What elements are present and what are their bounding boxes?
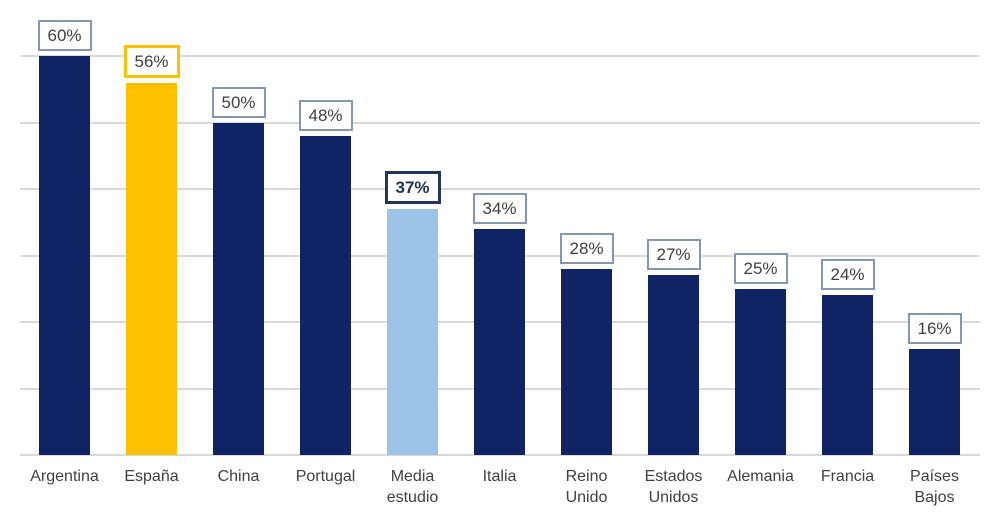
category-label: Argentina <box>17 466 112 487</box>
category-label-line: Francia <box>820 468 875 485</box>
x-axis-line <box>20 454 980 456</box>
bar-value-label: 16% <box>907 312 962 344</box>
category-label-line: Media <box>390 468 435 485</box>
category-label-line: estudio <box>386 489 439 506</box>
bar-media-estudio <box>387 208 438 455</box>
category-label: Francia <box>800 466 895 487</box>
category-label: España <box>104 466 199 487</box>
bar-reino-unido <box>561 268 612 455</box>
bar-value-label: 27% <box>646 239 701 271</box>
bar-china <box>213 122 264 455</box>
gridline <box>20 121 980 124</box>
bar-francia <box>822 295 873 455</box>
bar-portugal <box>300 135 351 455</box>
category-label-line: Italia <box>482 468 517 485</box>
category-label-line: Unido <box>565 489 608 506</box>
bar-value-label: 50% <box>211 86 266 118</box>
category-label: Portugal <box>278 466 373 487</box>
category-label-line: Estados <box>644 468 703 485</box>
category-label: Estados Unidos <box>626 466 721 508</box>
bar-españa <box>126 82 177 455</box>
category-label-line: Alemania <box>727 468 794 485</box>
category-label: China <box>191 466 286 487</box>
bar-estados-unidos <box>648 275 699 455</box>
bar-value-label: 34% <box>472 192 527 224</box>
bar-value-label: 60% <box>37 20 92 51</box>
bar-value-label: 28% <box>559 232 614 264</box>
category-label-line: Reino <box>565 468 608 485</box>
bar-argentina <box>39 56 90 455</box>
category-label: Alemania <box>713 466 808 487</box>
category-label: Media estudio <box>365 466 460 508</box>
category-label-line: España <box>124 468 179 485</box>
bar-países-bajos <box>909 348 960 455</box>
bar-value-label: 56% <box>123 44 180 78</box>
category-label-line: Portugal <box>295 468 356 485</box>
category-label: Reino Unido <box>539 466 634 508</box>
category-label: Países Bajos <box>887 466 982 508</box>
category-label-line: Argentina <box>30 468 99 485</box>
gridline <box>20 188 980 190</box>
bar-value-label: 48% <box>298 99 353 131</box>
category-label-line: Bajos <box>914 489 955 506</box>
bar-value-label: 24% <box>820 259 875 291</box>
bar-alemania <box>735 288 786 455</box>
category-label-line: China <box>217 468 260 485</box>
gridline <box>20 55 980 57</box>
category-label-line: Países <box>910 468 959 485</box>
bar-value-label: 37% <box>384 170 441 204</box>
bar-italia <box>474 228 525 455</box>
category-label-line: Unidos <box>648 489 699 506</box>
category-label: Italia <box>452 466 547 487</box>
bar-value-label: 25% <box>733 252 788 284</box>
